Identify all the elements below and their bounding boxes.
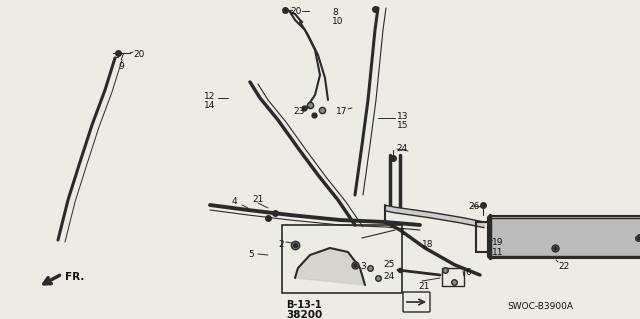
Polygon shape: [295, 248, 365, 285]
Text: SWOC-B3900A: SWOC-B3900A: [507, 302, 573, 311]
Text: 23: 23: [293, 107, 305, 116]
Text: 2: 2: [278, 240, 284, 249]
Text: 9: 9: [118, 62, 124, 71]
Text: 3: 3: [360, 262, 365, 271]
Text: 19: 19: [492, 238, 504, 247]
Bar: [442, 268, 464, 286]
Text: 21: 21: [252, 195, 264, 204]
Text: 5: 5: [248, 250, 253, 259]
Text: 11: 11: [492, 248, 504, 257]
Text: 20: 20: [133, 50, 145, 59]
Text: 15: 15: [397, 121, 408, 130]
Text: 10: 10: [332, 17, 344, 26]
FancyBboxPatch shape: [403, 292, 430, 312]
Text: 17: 17: [336, 107, 348, 116]
Text: 22: 22: [558, 262, 569, 271]
Text: 13: 13: [397, 112, 408, 121]
Text: 38200: 38200: [286, 310, 322, 319]
Text: 26: 26: [468, 202, 479, 211]
Text: B-13-1: B-13-1: [286, 300, 322, 310]
Bar: [282, 225, 402, 293]
Text: 7: 7: [118, 53, 124, 62]
Text: 21: 21: [418, 282, 429, 291]
Text: 14: 14: [204, 101, 216, 110]
FancyBboxPatch shape: [488, 216, 640, 258]
Text: 24: 24: [383, 272, 394, 281]
Text: FR.: FR.: [65, 272, 84, 282]
Text: 25: 25: [383, 260, 394, 269]
Text: 8: 8: [332, 8, 338, 17]
Text: 12: 12: [204, 92, 216, 101]
Text: 6: 6: [465, 268, 471, 277]
Text: 24: 24: [396, 144, 407, 153]
Text: 20: 20: [290, 7, 301, 16]
Text: 1: 1: [400, 228, 406, 237]
Text: 4: 4: [232, 197, 237, 206]
Text: 18: 18: [422, 240, 433, 249]
